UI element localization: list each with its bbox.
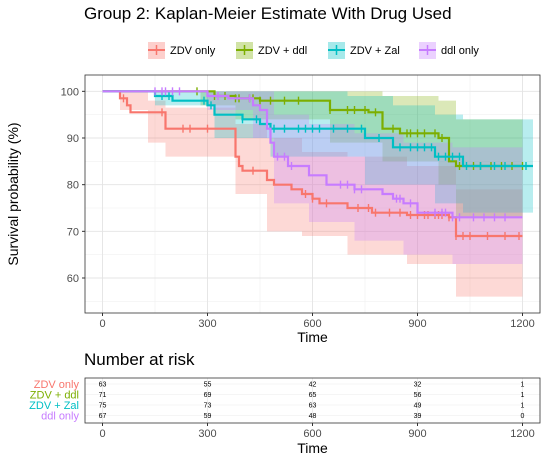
risk-x-tick-label: 300 — [198, 428, 216, 440]
y-axis-label: Survival probability (%) — [5, 122, 21, 265]
risk-count: 65 — [309, 392, 317, 399]
risk-count: 59 — [204, 413, 212, 420]
risk-count: 63 — [99, 382, 107, 389]
risk-table-title: Number at risk — [84, 350, 195, 369]
risk-count: 1 — [521, 382, 525, 389]
legend-label-3: ddl only — [441, 45, 479, 57]
legend: ZDV only ZDV + ddl ZDV + Zal ddl only — [148, 42, 479, 59]
ci-band-2 — [102, 91, 533, 213]
risk-count: 32 — [414, 382, 422, 389]
risk-count: 75 — [99, 403, 107, 410]
risk-count: 71 — [99, 392, 107, 399]
x-tick-label: 1200 — [510, 318, 534, 330]
risk-x-axis-label: Time — [297, 440, 328, 456]
risk-x-tick-label: 0 — [99, 428, 105, 440]
survival-curve-0 — [102, 90, 523, 238]
y-tick-label: 80 — [67, 180, 79, 192]
x-axis-label: Time — [297, 329, 328, 345]
survival-curve-1 — [102, 90, 523, 168]
survival-curve-2 — [102, 90, 533, 168]
risk-row-label-1: ZDV + ddl — [30, 390, 79, 402]
risk-table-panel: ZDV only 63 55 42 32 1 ZDV + ddl 71 69 65 56 1 ZDV +… — [29, 377, 541, 456]
y-tick-label: 60 — [67, 273, 79, 285]
risk-count: 42 — [309, 382, 317, 389]
risk-row-label-3: ddl only — [41, 411, 79, 423]
ci-band-3 — [102, 91, 523, 264]
risk-x-tick-label: 1200 — [510, 428, 534, 440]
risk-count: 67 — [99, 413, 107, 420]
legend-label-2: ZDV + Zal — [350, 45, 400, 57]
chart-title: Group 2: Kaplan-Meier Estimate With Drug… — [84, 4, 452, 23]
risk-count: 56 — [414, 392, 422, 399]
risk-row-label-2: ZDV + Zal — [29, 400, 79, 412]
risk-x-tick-label: 900 — [408, 428, 426, 440]
risk-count: 0 — [521, 413, 525, 420]
legend-label-0: ZDV only — [170, 45, 216, 57]
risk-count: 73 — [204, 403, 212, 410]
risk-count: 1 — [521, 403, 525, 410]
legend-label-1: ZDV + ddl — [258, 45, 307, 57]
x-tick-label: 0 — [99, 318, 105, 330]
risk-x-tick-label: 600 — [303, 428, 321, 440]
x-tick-label: 600 — [303, 318, 321, 330]
risk-count: 48 — [309, 413, 317, 420]
risk-count: 55 — [204, 382, 212, 389]
y-tick-label: 90 — [67, 133, 79, 145]
y-tick-label: 70 — [67, 226, 79, 238]
risk-count: 63 — [309, 403, 317, 410]
ci-band-1 — [102, 91, 523, 218]
risk-count: 49 — [414, 403, 422, 410]
risk-count: 39 — [414, 413, 422, 420]
risk-count: 1 — [521, 392, 525, 399]
risk-count: 69 — [204, 392, 212, 399]
y-tick-label: 100 — [61, 86, 79, 98]
x-tick-label: 300 — [198, 318, 216, 330]
x-tick-label: 900 — [408, 318, 426, 330]
survival-plot-panel: 0 300 600 900 1200 60 70 80 90 100 Time Survival pr… — [5, 74, 541, 345]
risk-row-label-0: ZDV only — [34, 379, 80, 391]
